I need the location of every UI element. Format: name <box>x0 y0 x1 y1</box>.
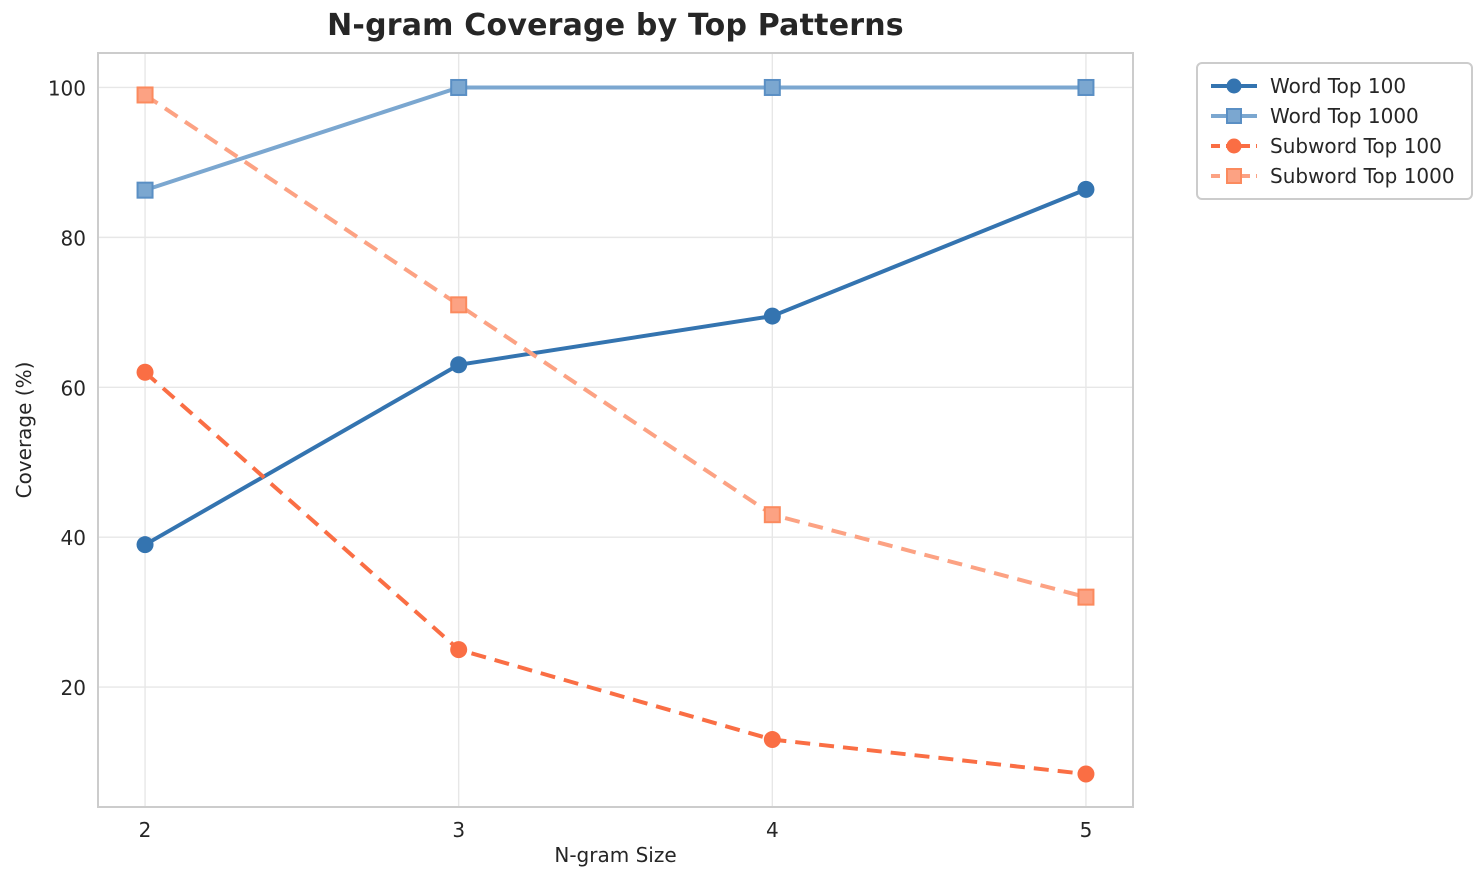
y-tick-label: 60 <box>61 376 86 400</box>
data-point-marker-circle <box>450 356 468 374</box>
series-word-top-1000 <box>136 78 1095 199</box>
data-point-marker-square <box>450 78 468 96</box>
legend-square-line-icon <box>1211 108 1257 124</box>
x-tick-label: 5 <box>1080 818 1093 842</box>
legend-item: Word Top 100 <box>1210 74 1455 98</box>
chart-title: N-gram Coverage by Top Patterns <box>327 8 904 43</box>
series-word-top-100 <box>136 180 1095 554</box>
series-line-word-top-1000 <box>144 85 1086 193</box>
data-point-marker-circle <box>1077 765 1095 783</box>
y-axis-label: Coverage (%) <box>12 361 36 499</box>
data-point-marker-circle <box>763 731 781 749</box>
legend-square-line-icon <box>1211 168 1257 184</box>
tick-labels: 20 40 60 80 100 2 3 4 5 <box>48 76 1093 842</box>
x-axis-label: N-gram Size <box>554 843 677 867</box>
series-line-subword-top-1000 <box>143 93 1087 600</box>
legend-marker-icon <box>1226 108 1242 124</box>
series-line-word-top-100 <box>144 187 1087 547</box>
legend-item: Subword Top 100 <box>1210 134 1455 158</box>
legend-item: Subword Top 1000 <box>1210 164 1455 188</box>
data-point-marker-square <box>450 296 468 314</box>
legend-marker-icon <box>1226 78 1242 94</box>
legend-marker-icon <box>1226 168 1242 184</box>
gridlines <box>98 53 1133 807</box>
data-point-marker-circle <box>450 641 468 659</box>
data-point-marker-square <box>1077 588 1095 606</box>
legend-label: Subword Top 1000 <box>1270 164 1455 188</box>
data-point-marker-square <box>1077 78 1095 96</box>
data-point-marker-square <box>136 181 154 199</box>
data-point-marker-square <box>763 78 781 96</box>
legend-circle-line-icon <box>1211 138 1257 154</box>
y-tick-label: 20 <box>61 676 86 700</box>
data-point-marker-square <box>763 506 781 524</box>
data-point-marker-circle <box>763 307 781 325</box>
series-subword-top-1000 <box>136 86 1095 606</box>
legend: Word Top 100 Word Top 1000 Subword Top 100… <box>1196 62 1473 200</box>
plot-border <box>97 52 1134 808</box>
data-point-marker-circle <box>136 536 154 554</box>
series-subword-top-100 <box>136 363 1095 783</box>
y-tick-label: 80 <box>61 226 86 250</box>
legend-label: Word Top 1000 <box>1270 104 1419 128</box>
data-point-marker-circle <box>136 363 154 381</box>
data-point-marker-circle <box>1077 180 1095 198</box>
x-tick-label: 2 <box>139 818 152 842</box>
x-tick-label: 4 <box>766 818 779 842</box>
legend-item: Word Top 1000 <box>1210 104 1455 128</box>
legend-circle-line-icon <box>1211 78 1257 94</box>
y-tick-label: 100 <box>48 76 86 100</box>
series-line-subword-top-100 <box>143 370 1087 777</box>
legend-label: Word Top 100 <box>1270 74 1407 98</box>
x-tick-label: 3 <box>452 818 465 842</box>
data-point-marker-square <box>136 86 154 104</box>
y-tick-label: 40 <box>61 526 86 550</box>
legend-label: Subword Top 100 <box>1270 134 1442 158</box>
legend-marker-icon <box>1226 138 1242 154</box>
